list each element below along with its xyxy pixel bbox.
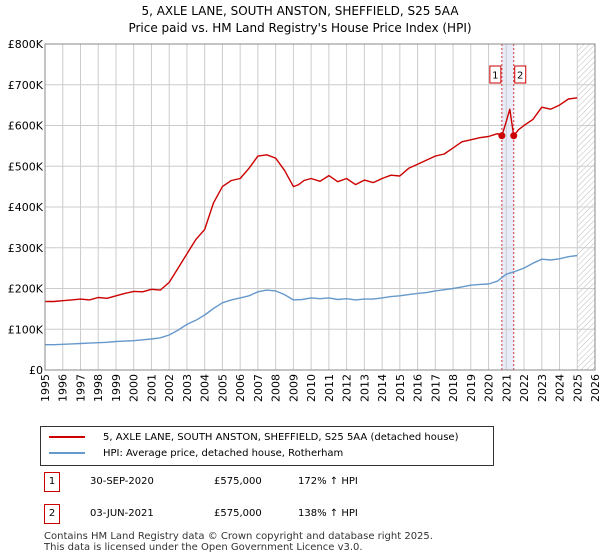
x-tick-label: 2021 bbox=[500, 374, 513, 402]
footer-copyright: Contains HM Land Registry data © Crown c… bbox=[44, 531, 433, 542]
chart-title: 5, AXLE LANE, SOUTH ANSTON, SHEFFIELD, S… bbox=[141, 4, 459, 18]
transaction-hpi: 172% ↑ HPI bbox=[298, 476, 358, 487]
y-tick-label: £0 bbox=[29, 364, 43, 377]
sale-label: 1 bbox=[492, 71, 498, 82]
transaction-date: 03-JUN-2021 bbox=[90, 508, 154, 519]
y-tick-label: £300K bbox=[8, 242, 44, 255]
price-chart: 1 2 £0 £100K £200K £300K £400K £500K £600K £700K… bbox=[8, 38, 600, 402]
x-tick-label: 2010 bbox=[305, 374, 318, 402]
y-tick-label: £700K bbox=[8, 79, 44, 92]
y-tick-label: £500K bbox=[8, 160, 44, 173]
x-tick-label: 2022 bbox=[518, 374, 531, 402]
y-tick-label: £100K bbox=[8, 323, 44, 336]
x-tick-label: 2017 bbox=[429, 374, 442, 402]
x-tick-label: 2015 bbox=[394, 374, 407, 402]
x-tick-label: 2013 bbox=[358, 374, 371, 402]
transaction-marker: 1 bbox=[44, 472, 60, 492]
x-tick-label: 2016 bbox=[412, 374, 425, 402]
legend-item-hpi: HPI: Average price, detached house, Roth… bbox=[49, 447, 343, 461]
x-tick-label: 1998 bbox=[92, 374, 105, 402]
transaction-price: £575,000 bbox=[214, 508, 262, 519]
x-tick-label: 1997 bbox=[74, 374, 87, 402]
footer-licence: This data is licensed under the Open Gov… bbox=[44, 542, 363, 553]
x-tick-label: 2019 bbox=[465, 374, 478, 402]
y-tick-label: £200K bbox=[8, 283, 44, 296]
legend-swatch-hpi bbox=[49, 452, 85, 454]
y-tick-label: £400K bbox=[8, 201, 44, 214]
x-tick-label: 2004 bbox=[199, 374, 212, 402]
x-tick-label: 2000 bbox=[128, 374, 141, 402]
transaction-marker: 2 bbox=[44, 504, 60, 524]
x-tick-label: 2006 bbox=[234, 374, 247, 402]
x-tick-label: 2025 bbox=[571, 374, 584, 402]
x-tick-label: 2018 bbox=[447, 374, 460, 402]
sale-label: 2 bbox=[517, 71, 523, 82]
x-tick-label: 2014 bbox=[376, 374, 389, 402]
transaction-price: £575,000 bbox=[214, 476, 262, 487]
transaction-date: 30-SEP-2020 bbox=[90, 476, 154, 487]
x-tick-label: 2009 bbox=[287, 374, 300, 402]
x-tick-label: 2020 bbox=[483, 374, 496, 402]
x-tick-label: 1999 bbox=[110, 374, 123, 402]
chart-legend: 5, AXLE LANE, SOUTH ANSTON, SHEFFIELD, S… bbox=[40, 426, 494, 466]
legend-label-property: 5, AXLE LANE, SOUTH ANSTON, SHEFFIELD, S… bbox=[103, 432, 459, 443]
x-tick-label: 2011 bbox=[323, 374, 336, 402]
sale-point bbox=[510, 132, 518, 140]
sale-label-box bbox=[514, 65, 527, 84]
y-tick-label: £600K bbox=[8, 120, 44, 133]
property-series-line bbox=[45, 97, 578, 303]
hpi-series-line bbox=[45, 254, 578, 346]
x-tick-label: 2012 bbox=[341, 374, 354, 402]
x-tick-label: 2024 bbox=[554, 374, 567, 402]
legend-swatch-property bbox=[49, 436, 85, 438]
sale-label-box bbox=[489, 65, 502, 84]
legend-label-hpi: HPI: Average price, detached house, Roth… bbox=[103, 448, 344, 459]
x-tick-label: 2026 bbox=[589, 374, 600, 402]
plot-frame bbox=[44, 43, 596, 371]
x-tick-label: 2005 bbox=[216, 374, 229, 402]
x-tick-label: 2002 bbox=[163, 374, 176, 402]
transaction-hpi: 138% ↑ HPI bbox=[298, 508, 358, 519]
x-tick-label: 2003 bbox=[181, 374, 194, 402]
y-tick-label: £800K bbox=[8, 38, 44, 51]
x-tick-label: 2001 bbox=[145, 374, 158, 402]
x-tick-label: 2008 bbox=[270, 374, 283, 402]
legend-item-property: 5, AXLE LANE, SOUTH ANSTON, SHEFFIELD, S… bbox=[49, 431, 458, 445]
x-tick-label: 2007 bbox=[252, 374, 265, 402]
x-tick-label: 1996 bbox=[57, 374, 70, 402]
chart-subtitle: Price paid vs. HM Land Registry's House … bbox=[128, 21, 472, 35]
x-tick-label: 2023 bbox=[536, 374, 549, 402]
sale-point bbox=[498, 132, 506, 140]
x-tick-label: 1995 bbox=[39, 374, 52, 402]
